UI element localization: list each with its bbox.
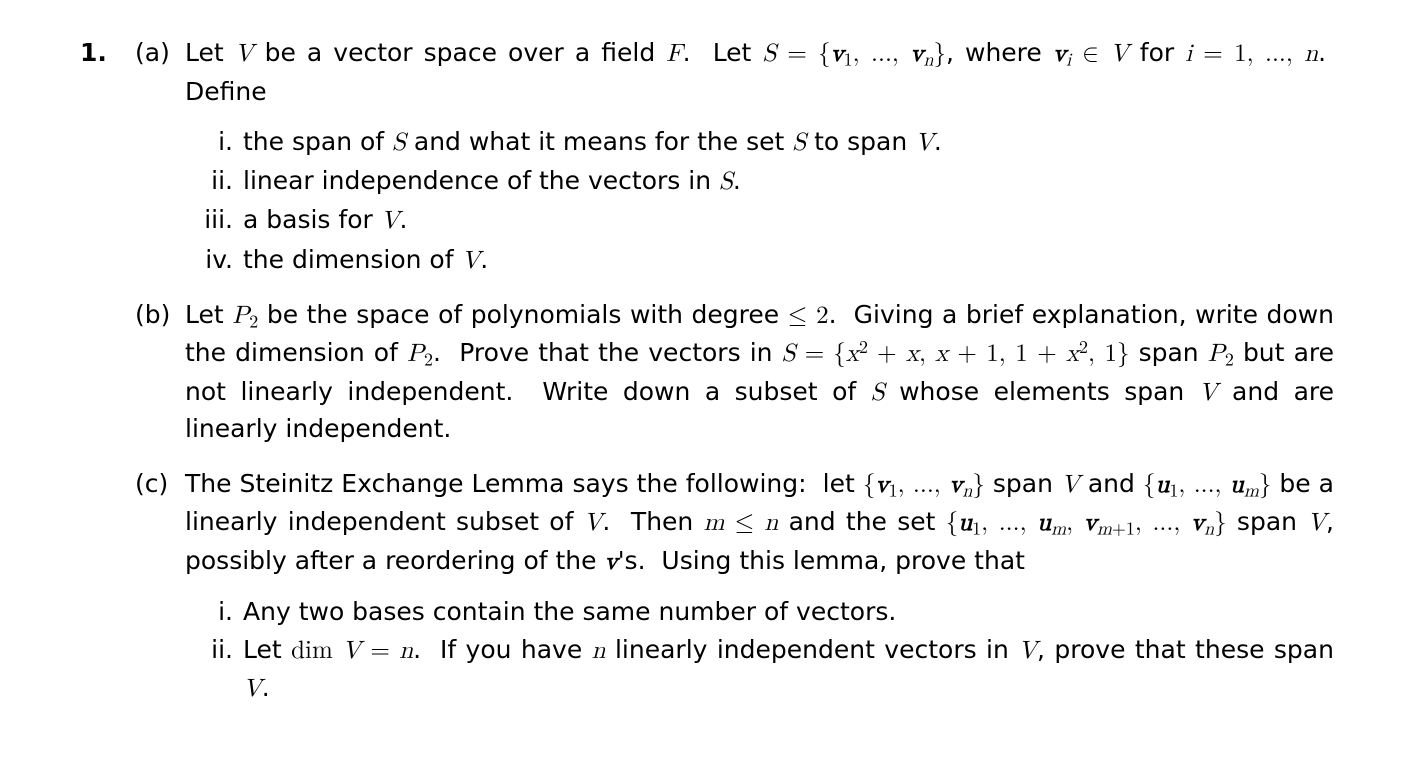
problem-body: (a) Let V be a vector space over a field… — [135, 35, 1334, 707]
part-b: (b) Let P2 be the space of polynomials w… — [135, 297, 1334, 448]
part-c-item-i: i. Any two bases contain the same number… — [185, 594, 1334, 630]
part-c-ii-label: ii. — [185, 632, 243, 707]
part-c-list: i. Any two bases contain the same number… — [185, 594, 1334, 707]
document-page: 1. (a) Let V be a vector space over a fi… — [0, 0, 1404, 737]
part-a-i-text: the span of S and what it means for the … — [243, 124, 1334, 161]
part-a-iv-label: iv. — [185, 242, 243, 279]
problem-number: 1. — [80, 35, 135, 707]
part-b-label: (b) — [135, 297, 185, 448]
part-b-body: Let P2 be the space of polynomials with … — [185, 297, 1334, 448]
part-a-label: (a) — [135, 35, 185, 279]
part-a-ii-text: linear independence of the vectors in S. — [243, 163, 1334, 200]
part-a-list: i. the span of S and what it means for t… — [185, 124, 1334, 279]
part-c-ii-text: Let dim V = n. If you have n linearly in… — [243, 632, 1334, 707]
part-c-item-ii: ii. Let dim V = n. If you have n linearl… — [185, 632, 1334, 707]
part-c-intro: The Steinitz Exchange Lemma says the fol… — [185, 469, 1334, 575]
part-a-body: Let V be a vector space over a field F. … — [185, 35, 1334, 279]
part-c-label: (c) — [135, 466, 185, 707]
part-c-body: The Steinitz Exchange Lemma says the fol… — [185, 466, 1334, 707]
part-a-item-i: i. the span of S and what it means for t… — [185, 124, 1334, 161]
part-a-intro: Let V be a vector space over a field F. … — [185, 38, 1334, 106]
part-c-i-text: Any two bases contain the same number of… — [243, 594, 1334, 630]
problem-1: 1. (a) Let V be a vector space over a fi… — [80, 35, 1334, 707]
part-a-ii-label: ii. — [185, 163, 243, 200]
part-c: (c) The Steinitz Exchange Lemma says the… — [135, 466, 1334, 707]
part-a-iv-text: the dimension of V. — [243, 242, 1334, 279]
part-a-item-iii: iii. a basis for V. — [185, 202, 1334, 239]
part-a-item-iv: iv. the dimension of V. — [185, 242, 1334, 279]
part-a-iii-label: iii. — [185, 202, 243, 239]
part-c-i-label: i. — [185, 594, 243, 630]
part-a: (a) Let V be a vector space over a field… — [135, 35, 1334, 279]
part-a-item-ii: ii. linear independence of the vectors i… — [185, 163, 1334, 200]
part-a-iii-text: a basis for V. — [243, 202, 1334, 239]
part-a-i-label: i. — [185, 124, 243, 161]
